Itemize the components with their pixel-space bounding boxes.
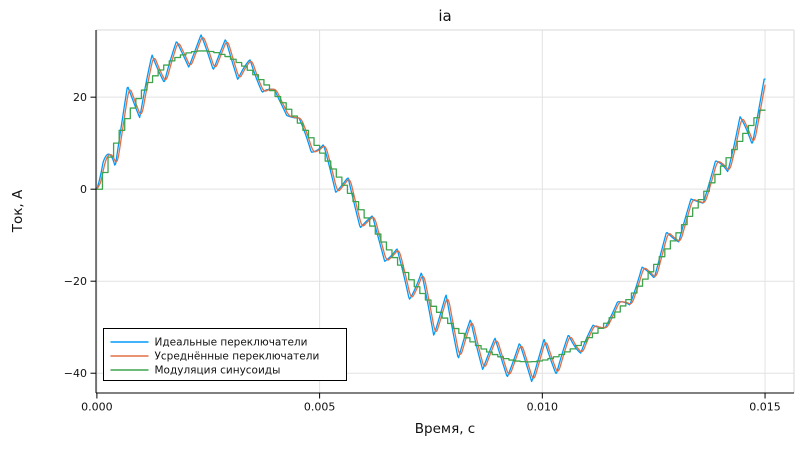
y-tick-label: 0 (80, 183, 87, 196)
series-ideal-switches (96, 34, 766, 383)
legend-entry-label: Идеальные переключатели (155, 337, 308, 349)
y-axis-label: Ток, А (10, 189, 26, 233)
y-tick-label: −20 (64, 275, 87, 288)
series-averaged-switches (96, 36, 766, 379)
axes-frame (95, 29, 795, 394)
plot-title: ia (438, 7, 451, 25)
legend-entry-label: Усреднённые переключатели (155, 351, 320, 363)
legend-entry-label: Модуляция синусоиды (155, 365, 281, 377)
x-tick-label: 0.010 (527, 401, 559, 414)
x-axis-label: Время, с (415, 421, 475, 437)
tick-marks (90, 96, 766, 399)
x-tick-label: 0.000 (81, 401, 113, 414)
x-tick-label: 0.015 (749, 401, 781, 414)
y-tick-label: −40 (64, 367, 87, 380)
y-tick-label: 20 (73, 91, 87, 104)
x-tick-label: 0.005 (304, 401, 336, 414)
legend: Идеальные переключатели Усреднённые перек… (103, 328, 347, 381)
legend-box (103, 328, 347, 381)
series-modulation-sinusoid (96, 50, 766, 363)
tick-labels: 0.000 0.005 0.010 0.015 −40 −20 0 20 (64, 91, 781, 414)
series-layer (96, 34, 766, 383)
